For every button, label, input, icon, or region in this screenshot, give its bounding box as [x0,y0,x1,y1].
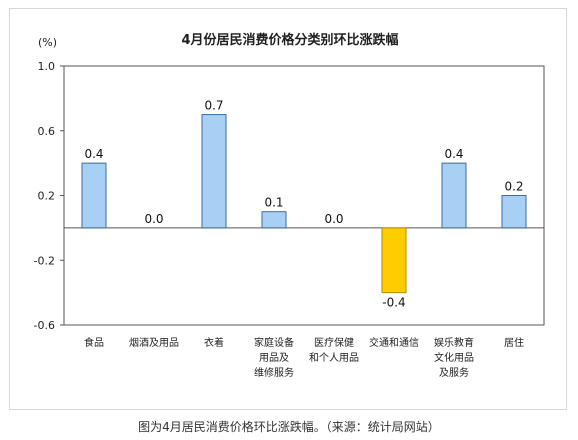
category-label: 居住 [504,336,524,349]
category-label: 家庭设备 [254,336,294,349]
category-label: 娱乐教育 [434,336,474,349]
y-tick-label: 1.0 [38,60,56,73]
bar [261,211,287,229]
category-label: 衣着 [204,336,224,349]
figure-caption: 图为4月居民消费价格环比涨跌幅。（来源：统计局网站） [138,420,440,434]
bar [81,162,107,229]
y-tick-label: 0.2 [38,190,56,203]
category-label: 用品及 [259,352,289,364]
data-label: 0.4 [444,147,463,161]
chart-title: 4月份居民消费价格分类别环比涨跌幅 [181,32,398,48]
unit-label: (%) [38,36,57,49]
bar [381,227,407,294]
bar [501,195,527,229]
category-label: 文化用品 [434,351,474,364]
category-label: 及服务 [439,366,469,379]
category-label: 烟酒及用品 [129,336,179,349]
data-label: 0.7 [204,99,223,113]
chart-frame [9,8,567,410]
bar [201,114,227,229]
y-tick-label: -0.6 [34,319,55,332]
category-label: 和个人用品 [309,352,359,364]
y-tick-label: -0.2 [34,254,55,267]
category-label: 食品 [84,336,104,349]
data-label: 0.4 [84,147,103,161]
category-label: 维修服务 [254,366,294,379]
data-label: 0.1 [264,196,283,210]
data-label: 0.0 [324,212,343,226]
category-label: 医疗保健 [314,336,354,349]
data-label: 0.2 [504,180,523,194]
data-label: -0.4 [382,296,405,310]
y-tick-label: 0.6 [38,125,56,138]
category-label: 交通和通信 [369,336,419,349]
data-label: 0.0 [144,212,163,226]
bar-chart: 4月份居民消费价格分类别环比涨跌幅 (%) 1.0 0.6 0.2 -0.2 -0.6 0.4… [34,32,545,379]
bar [441,162,467,229]
plot-border [63,65,545,326]
